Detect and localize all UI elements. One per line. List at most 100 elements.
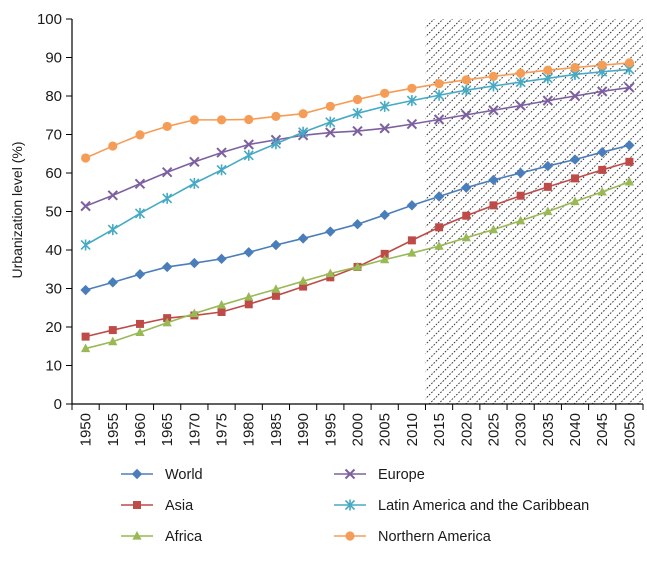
data-point-asia	[625, 157, 634, 166]
x-tick-label: 2015	[431, 413, 448, 446]
data-point-world	[107, 277, 118, 288]
data-point-world	[488, 174, 499, 186]
x-tick-label: 2035	[540, 413, 557, 446]
data-point-latin-america-and-the-caribbean	[379, 100, 390, 112]
x-tick-label: 2030	[513, 413, 530, 446]
data-point-asia	[516, 191, 525, 200]
data-point-world	[433, 191, 445, 202]
x-tick-label: 1970	[186, 413, 203, 446]
series-northern-america	[80, 58, 635, 163]
x-tick-label: 1955	[105, 413, 122, 446]
data-point-latin-america-and-the-caribbean	[80, 239, 91, 251]
data-point-northern-america	[244, 114, 254, 125]
x-tick-label: 1980	[241, 413, 258, 446]
series-europe	[80, 82, 635, 212]
data-point-asia	[326, 273, 335, 282]
data-point-africa	[298, 276, 308, 285]
data-point-asia	[135, 319, 144, 328]
data-point-africa	[624, 176, 635, 186]
legend-label: World	[165, 467, 203, 483]
x-tick-label: 1965	[159, 413, 176, 446]
data-point-latin-america-and-the-caribbean	[243, 149, 254, 161]
x-tick-label: 2005	[377, 413, 394, 446]
y-tick-label: 100	[37, 11, 62, 28]
data-point-northern-america	[80, 153, 91, 163]
data-point-asia	[299, 282, 308, 291]
data-point-asia	[489, 201, 498, 210]
data-point-asia	[271, 291, 280, 300]
legend-label: Northern America	[378, 529, 492, 545]
data-point-northern-america	[461, 75, 471, 85]
data-point-northern-america	[298, 109, 308, 119]
data-point-latin-america-and-the-caribbean	[406, 95, 417, 107]
legend-item-world: World	[121, 467, 203, 483]
data-point-northern-america	[570, 62, 580, 73]
legend-swatch-marker	[133, 501, 141, 509]
legend: World Asia Africa Europe Latin America and t…	[121, 467, 589, 545]
data-point-northern-america	[162, 121, 172, 132]
data-point-world	[542, 160, 554, 172]
data-point-latin-america-and-the-caribbean	[134, 207, 146, 219]
data-point-europe	[433, 114, 445, 125]
legend-item-northern-america: Northern America	[334, 529, 492, 545]
data-point-world	[216, 253, 227, 265]
x-tick-label: 1960	[132, 413, 149, 446]
data-point-europe	[461, 109, 472, 121]
legend-item-latin-america-and-the-caribbean: Latin America and the Caribbean	[334, 498, 589, 514]
y-tick-label: 20	[45, 319, 62, 336]
data-point-asia	[380, 249, 389, 258]
data-point-europe	[515, 100, 526, 111]
data-point-europe	[161, 167, 173, 178]
x-tick-label: 2020	[458, 413, 475, 446]
x-tick-label: 1950	[78, 413, 95, 446]
data-point-europe	[134, 178, 146, 189]
series-africa	[80, 176, 635, 353]
data-point-africa	[189, 308, 199, 318]
data-point-northern-america	[516, 68, 526, 78]
data-point-northern-america	[352, 94, 363, 105]
data-point-world	[461, 182, 472, 193]
data-point-africa	[570, 196, 580, 206]
legend-swatch-marker	[345, 531, 355, 541]
data-point-asia	[435, 223, 444, 232]
legend-item-asia: Asia	[121, 498, 194, 514]
data-point-world	[297, 233, 309, 244]
data-point-northern-america	[135, 130, 145, 140]
data-point-europe	[542, 95, 554, 106]
data-point-asia	[571, 174, 580, 183]
data-point-world	[80, 284, 91, 296]
data-point-asia	[462, 211, 471, 220]
data-point-northern-america	[624, 58, 635, 68]
data-point-northern-america	[380, 88, 390, 98]
data-point-world	[189, 257, 200, 269]
y-tick-label: 10	[45, 358, 62, 375]
data-point-africa	[597, 186, 607, 196]
y-tick-label: 90	[45, 50, 62, 67]
data-point-northern-america	[271, 111, 281, 122]
data-point-asia	[407, 236, 416, 245]
data-point-europe	[569, 90, 581, 102]
y-tick-label: 50	[45, 204, 62, 221]
data-point-world	[270, 239, 282, 251]
data-point-northern-america	[108, 141, 118, 151]
data-point-world	[406, 200, 418, 211]
data-point-africa	[434, 241, 444, 250]
data-point-europe	[325, 127, 336, 138]
data-point-europe	[243, 139, 254, 150]
data-point-europe	[597, 86, 608, 97]
data-point-asia	[81, 332, 90, 341]
x-tick-label: 2045	[594, 413, 611, 446]
data-point-africa	[325, 268, 335, 278]
data-point-europe	[352, 125, 363, 137]
data-point-africa	[407, 248, 417, 257]
data-point-world	[624, 140, 635, 151]
data-point-latin-america-and-the-caribbean	[298, 126, 309, 138]
data-point-africa	[516, 215, 526, 225]
y-tick-label: 40	[45, 242, 62, 259]
legend-swatch-marker	[131, 468, 143, 480]
legend-swatch-marker	[344, 499, 356, 511]
data-point-asia	[598, 165, 607, 174]
x-tick-label: 2050	[621, 413, 638, 446]
